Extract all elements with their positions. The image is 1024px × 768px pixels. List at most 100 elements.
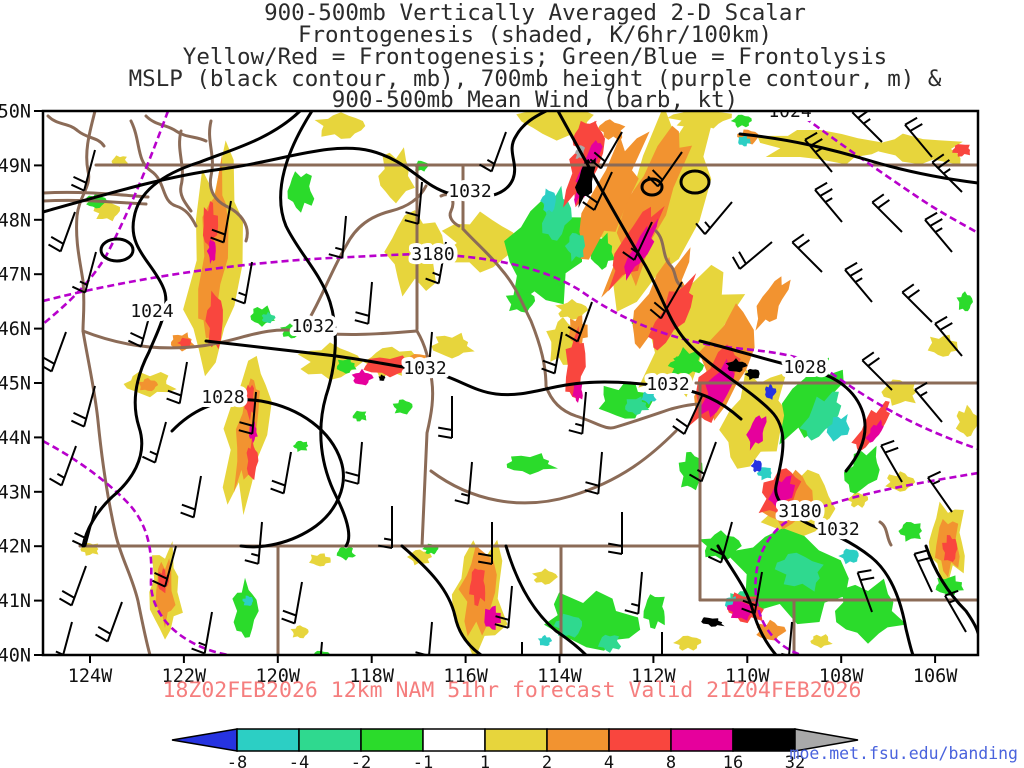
mslp-contour-path <box>640 177 664 197</box>
mslp-contour-path <box>99 237 135 263</box>
shading-blob <box>542 185 572 241</box>
shading-blob <box>774 552 824 592</box>
wind-barb <box>238 391 257 435</box>
lat-axis-label: 41N <box>0 591 31 612</box>
wind-barb <box>94 601 123 643</box>
shading-blob <box>942 535 958 562</box>
shading-blob <box>246 437 259 481</box>
wind-barb <box>414 331 433 375</box>
lat-axis-label: 49N <box>0 156 31 177</box>
shading-blob <box>952 144 970 157</box>
mslp-contour-path <box>698 339 867 473</box>
longitude-axis: 124W 122W 120W 118W 116W 114W 112W 110W 108W 106W <box>68 655 958 687</box>
wind-barb <box>913 549 933 593</box>
shading-blob <box>765 383 777 400</box>
shading-blob <box>597 119 626 142</box>
wind-barb <box>478 522 493 565</box>
lon-axis-label: 122W <box>162 666 207 687</box>
wind-barb <box>151 545 177 588</box>
wind-barb <box>695 201 733 235</box>
state-border-path <box>129 119 198 228</box>
wind-barb <box>541 331 563 375</box>
contour-value-label: 1032 <box>403 358 446 379</box>
shading-blob <box>205 290 223 350</box>
contour-value-label: 1032 <box>291 316 334 337</box>
lon-axis-label: 112W <box>631 666 676 687</box>
height-contour-path <box>43 111 170 326</box>
colorbar-cell <box>732 728 796 752</box>
colorbar-cell <box>608 728 672 752</box>
wind-barb <box>404 181 423 225</box>
shading-blob <box>392 399 413 415</box>
state-border-path <box>654 229 683 288</box>
wind-barb <box>478 131 507 173</box>
wind-barb <box>48 445 77 487</box>
colorbar-tick-label: 32 <box>785 753 805 768</box>
wind-barb <box>494 585 513 629</box>
shading-blob <box>378 147 415 204</box>
shading-blob <box>336 546 356 561</box>
wind-barb <box>731 241 773 270</box>
colorbar-tick-label: 2 <box>542 753 552 768</box>
lat-axis-label: 43N <box>0 482 31 503</box>
shading-blob <box>242 595 254 606</box>
credit-link[interactable]: moe.met.fsu.edu/banding <box>790 744 1018 763</box>
title-line-5: 900-500mb Mean Wind (barb, kt) <box>332 87 738 113</box>
contour-value-label: 1024 <box>130 301 173 322</box>
wind-barb <box>856 569 875 613</box>
state-border-path <box>144 114 208 143</box>
colorbar: -8 -4 -2 -1 1 2 4 8 16 32 <box>171 728 859 768</box>
shading-blob <box>699 530 742 560</box>
mslp-contour-path <box>738 132 978 185</box>
wind-barb <box>58 565 87 607</box>
wind-barb <box>425 241 447 285</box>
shading-blob <box>309 553 331 567</box>
shading-blob <box>287 171 315 213</box>
shading-blob <box>678 451 703 491</box>
wind-barb <box>608 512 623 555</box>
mslp-contours-layer <box>43 111 978 655</box>
shading-blob <box>641 390 657 405</box>
frontogenesis-shading-layer <box>80 111 978 655</box>
contour-value-label: 1028 <box>201 387 244 408</box>
lat-axis-label: 40N <box>0 646 31 667</box>
shading-blob <box>572 383 583 403</box>
state-border-path <box>43 198 148 206</box>
wind-barb <box>861 351 893 391</box>
wind-barb <box>378 506 393 549</box>
wind-barb <box>564 301 593 343</box>
wind-barb <box>354 281 373 325</box>
state-border-path <box>178 129 193 213</box>
shading-blob <box>898 522 922 542</box>
lon-axis-label: 118W <box>349 666 394 687</box>
height-contours-layer <box>43 111 978 655</box>
colorbar-cell <box>298 728 362 752</box>
mslp-contour-path <box>43 111 548 214</box>
shading-blob <box>565 326 586 399</box>
lat-axis-label: 42N <box>0 537 31 558</box>
shading-blob <box>232 577 259 638</box>
state-border-path <box>300 184 428 333</box>
shading-blob <box>755 276 791 331</box>
shading-blob <box>865 419 884 443</box>
height-contour-path <box>754 471 978 655</box>
shading-blob <box>624 218 659 281</box>
wind-barb <box>328 215 347 259</box>
wind-barb <box>141 421 167 464</box>
shading-blob <box>378 374 386 381</box>
shading-blob <box>504 198 586 309</box>
shading-blob <box>469 568 486 607</box>
wind-barb <box>901 283 933 323</box>
shading-blob <box>290 625 309 639</box>
shading-blob <box>826 414 850 442</box>
colorbar-cell <box>422 728 486 752</box>
state-border-path <box>439 193 461 228</box>
shading-blob <box>844 445 880 494</box>
state-border-path <box>208 119 249 243</box>
wind-barb <box>791 233 823 273</box>
wind-barb <box>582 171 613 211</box>
wind-barb <box>70 385 96 428</box>
wind-barb <box>804 131 833 173</box>
latitude-axis: 50N 49N 48N 47N 46N 45N 44N 43N 42N 41N 40N <box>0 102 43 667</box>
